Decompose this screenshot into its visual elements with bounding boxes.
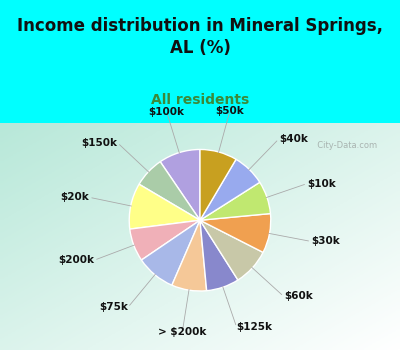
Text: $40k: $40k	[279, 134, 308, 144]
Text: Income distribution in Mineral Springs,
AL (%): Income distribution in Mineral Springs, …	[17, 17, 383, 57]
Wedge shape	[200, 159, 260, 220]
Text: City-Data.com: City-Data.com	[312, 141, 377, 150]
Text: $200k: $200k	[58, 255, 94, 265]
Wedge shape	[200, 149, 236, 220]
Wedge shape	[172, 220, 207, 291]
Text: $20k: $20k	[60, 192, 89, 202]
Wedge shape	[129, 184, 200, 229]
Wedge shape	[200, 182, 270, 220]
Wedge shape	[139, 162, 200, 220]
Wedge shape	[200, 214, 271, 252]
Wedge shape	[200, 220, 263, 280]
Text: $50k: $50k	[216, 106, 244, 116]
Wedge shape	[130, 220, 200, 260]
Text: $10k: $10k	[307, 178, 336, 189]
Text: $125k: $125k	[237, 322, 273, 332]
Wedge shape	[142, 220, 200, 285]
Text: All residents: All residents	[151, 93, 249, 107]
Wedge shape	[200, 220, 238, 291]
Wedge shape	[160, 149, 200, 220]
Text: > $200k: > $200k	[158, 327, 206, 337]
Text: $100k: $100k	[149, 107, 185, 117]
Text: $75k: $75k	[99, 302, 128, 313]
Text: $60k: $60k	[284, 292, 312, 301]
Text: $150k: $150k	[82, 138, 118, 148]
Text: $30k: $30k	[311, 237, 340, 246]
